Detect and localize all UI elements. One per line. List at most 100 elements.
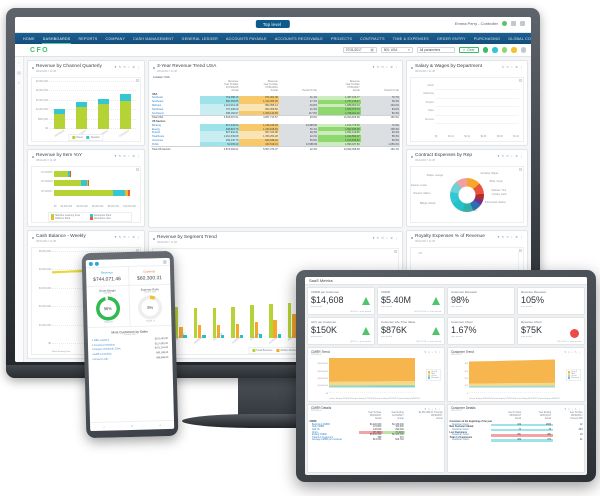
gear-icon[interactable]: ✲ — [132, 235, 135, 239]
gear-icon[interactable]: ✲ — [390, 236, 393, 240]
menu-icon[interactable]: ⋮ — [520, 154, 523, 158]
menu-icon[interactable]: ⋮ — [520, 235, 523, 239]
gear-icon[interactable]: ✲ — [132, 65, 135, 69]
kpi-card[interactable]: ACV per Customer $150K prior period +$22K v… — [307, 317, 375, 345]
table-row[interactable]: Ending CMRR $5,400,000 $5,103,000 — [308, 434, 444, 437]
link-icon[interactable]: ⚯ — [506, 65, 509, 69]
phone-kpi[interactable]: Revenue $744,071.46 — [86, 267, 128, 286]
gear-icon[interactable]: ✲ — [515, 154, 518, 158]
calendar-icon[interactable]: ▦ — [370, 48, 374, 52]
search-icon[interactable]: ⌕ — [431, 351, 434, 354]
grid-icon[interactable]: ▤ — [17, 70, 21, 75]
search-icon[interactable]: ⌕ — [510, 154, 513, 158]
nav-item-cash-management[interactable]: CASH MANAGEMENT — [133, 36, 174, 41]
menu-icon[interactable] — [88, 261, 93, 266]
link-icon[interactable]: ⚯ — [506, 235, 509, 239]
donut-chart[interactable] — [450, 178, 484, 213]
table-column-header[interactable]: Year Ending 12/31/2017 Actual — [538, 412, 552, 420]
resize-handle-icon[interactable] — [393, 250, 397, 253]
drag-handle-icon[interactable] — [32, 237, 34, 239]
kpi-card[interactable]: CMRR $5.40M prior period +$1,116,320 vs. pr… — [377, 287, 445, 315]
table-row[interactable]: Healthcare 1,012,339.08 1,353,253.28 22.2% 1… — [151, 134, 400, 139]
link-icon[interactable]: ⚯ — [506, 154, 509, 158]
legend-item[interactable]: Renewal — [428, 377, 439, 380]
resize-handle-icon[interactable] — [518, 168, 522, 171]
table-row[interactable]: Customer Count 74 78 453 — [448, 428, 584, 432]
drag-handle-icon[interactable] — [411, 237, 413, 239]
revenue-trend-table[interactable]: Revenue Year To Date 07/31/2015 Actual Reven… — [151, 79, 400, 151]
chart-bar-row[interactable]: Services — [425, 116, 519, 124]
legend-item[interactable]: Direct — [72, 136, 83, 139]
table-row[interactable]: Energy 948,818.76 1,343,818.84 50.1% 1,892,9… — [151, 127, 400, 132]
menu-icon[interactable]: ≡ — [159, 423, 161, 427]
chart-bar-group[interactable] — [175, 307, 187, 338]
chart-bar-group[interactable] — [269, 303, 281, 338]
nav-item-projects[interactable]: PROJECTS — [330, 36, 353, 41]
nav-item-accounts-payable[interactable]: ACCOUNTS PAYABLE — [226, 36, 267, 41]
edit-icon[interactable]: ✎ — [501, 65, 505, 69]
gear-icon[interactable]: ✲ — [515, 235, 518, 239]
table-row[interactable]: Average CMRR per customer $14,613 $13,718 — [308, 439, 444, 442]
kpi-card[interactable]: Customer Renewal 98% prior period — [447, 287, 515, 315]
filter-icon[interactable]: ▼ — [372, 65, 376, 69]
kpi-card[interactable]: CMRR per Customer $14,608 prior period +$97… — [307, 287, 375, 315]
chart-revenue-by-channel[interactable]: $0 $500,000 $1,000,000 $1,500,000 $2,000,000… — [31, 76, 141, 142]
link-icon[interactable]: ⚯ — [123, 235, 126, 239]
table-row[interactable]: Public 91,035.20 163,519.19 13,588.99 1,893,… — [151, 142, 400, 147]
link-icon[interactable]: ⚯ — [568, 407, 571, 411]
filter-icon[interactable]: ▼ — [497, 235, 501, 239]
notifications-icon[interactable] — [511, 21, 516, 26]
drag-handle-icon[interactable] — [153, 67, 155, 69]
link-icon[interactable]: ⚯ — [381, 65, 384, 69]
drag-handle-icon[interactable] — [153, 238, 155, 240]
add-widget-icon[interactable] — [482, 47, 488, 53]
table-group-row[interactable]: Customers at the beginning of the year — [448, 421, 584, 424]
menu-icon[interactable]: ⋮ — [395, 236, 398, 240]
table-row[interactable]: Churn (87,300) (74,900) — [308, 431, 444, 434]
refresh-icon[interactable]: ↻ — [131, 424, 134, 428]
chart-bar-group[interactable] — [250, 305, 263, 338]
legend-item[interactable]: Upsell — [428, 370, 439, 373]
edit-icon[interactable]: ✎ — [574, 351, 577, 354]
table-group-row[interactable]: Total # of Customers — [448, 437, 584, 440]
legend-item[interactable]: Reseller — [86, 136, 100, 139]
table-total-row[interactable]: Total USA 3,818,597.01 4,957,713.57 29.8% 10… — [151, 114, 400, 120]
table-column-header[interactable]: Year To Date 06/30/2017 Percent Diff — [569, 412, 583, 420]
table-column-header[interactable]: Revenue Year To Date 07/31/2015 Actual — [224, 79, 239, 92]
legend-item[interactable]: Churn — [428, 374, 439, 378]
table-column-header[interactable]: $1,551,683.41 Through 06/30/2017 Actual — [418, 412, 443, 420]
edit-icon[interactable]: ✎ — [118, 235, 122, 239]
menu-icon[interactable]: ⋮ — [438, 407, 441, 411]
tablet-button-icon[interactable] — [300, 379, 303, 382]
table-group-row[interactable]: CMRR — [308, 421, 444, 424]
gear-icon[interactable]: ✲ — [132, 154, 135, 158]
nav-item-contracts[interactable]: CONTRACTS — [360, 36, 385, 41]
chart-bar-group[interactable] — [231, 307, 244, 338]
table-card[interactable]: CMRR Details 08/14/2017 ▼ ⚯ ⌕ ✎ ⋮ Year To Date 0… — [307, 403, 445, 473]
drag-handle-icon[interactable] — [411, 156, 413, 158]
list-item[interactable]: 5 Drivers Logic $68,686.00 — [91, 355, 169, 362]
status-indicator-icon[interactable] — [502, 21, 507, 26]
table-row[interactable]: Midwest 1,012,919.48 852,955.14 -15.8% 1,988… — [151, 103, 400, 108]
chart-bar-row[interactable]: 07/31/2015 — [41, 170, 136, 177]
search-icon[interactable]: ⌕ — [510, 235, 513, 239]
collapse-rail-icon[interactable]: › — [18, 60, 20, 65]
search-icon[interactable]: ⌕ — [571, 351, 574, 354]
chart-revenue-by-item[interactable]: 07/31/2015 07/31/2016 07/31/2017 $0 $2,000,… — [31, 165, 141, 223]
table-column-header[interactable]: Year To Date 06/30/2017 Actual — [507, 412, 522, 420]
table-row[interactable]: Customer Count 369 372 41 — [448, 439, 584, 442]
chart-bar[interactable] — [119, 94, 131, 129]
search-icon[interactable]: ⌕ — [431, 407, 434, 411]
refresh-icon[interactable] — [501, 47, 507, 53]
tablet-button-icon[interactable] — [300, 370, 303, 373]
date-filter[interactable]: 07/31/2017 ▦ — [342, 47, 377, 53]
link-icon[interactable]: ⚯ — [123, 65, 126, 69]
search-icon[interactable]: ⌕ — [385, 236, 388, 240]
legend-item[interactable]: Renewal — [568, 377, 579, 380]
table-row[interactable]: Add On 146,000 292,000 — [308, 429, 444, 432]
filter-icon[interactable]: ▼ — [372, 236, 376, 240]
drag-handle-icon[interactable] — [32, 67, 34, 69]
entity-filter[interactable]: 500: USA ▾ — [380, 47, 413, 53]
gear-icon[interactable]: ✲ — [390, 65, 393, 69]
table-column-header[interactable] — [448, 412, 491, 421]
